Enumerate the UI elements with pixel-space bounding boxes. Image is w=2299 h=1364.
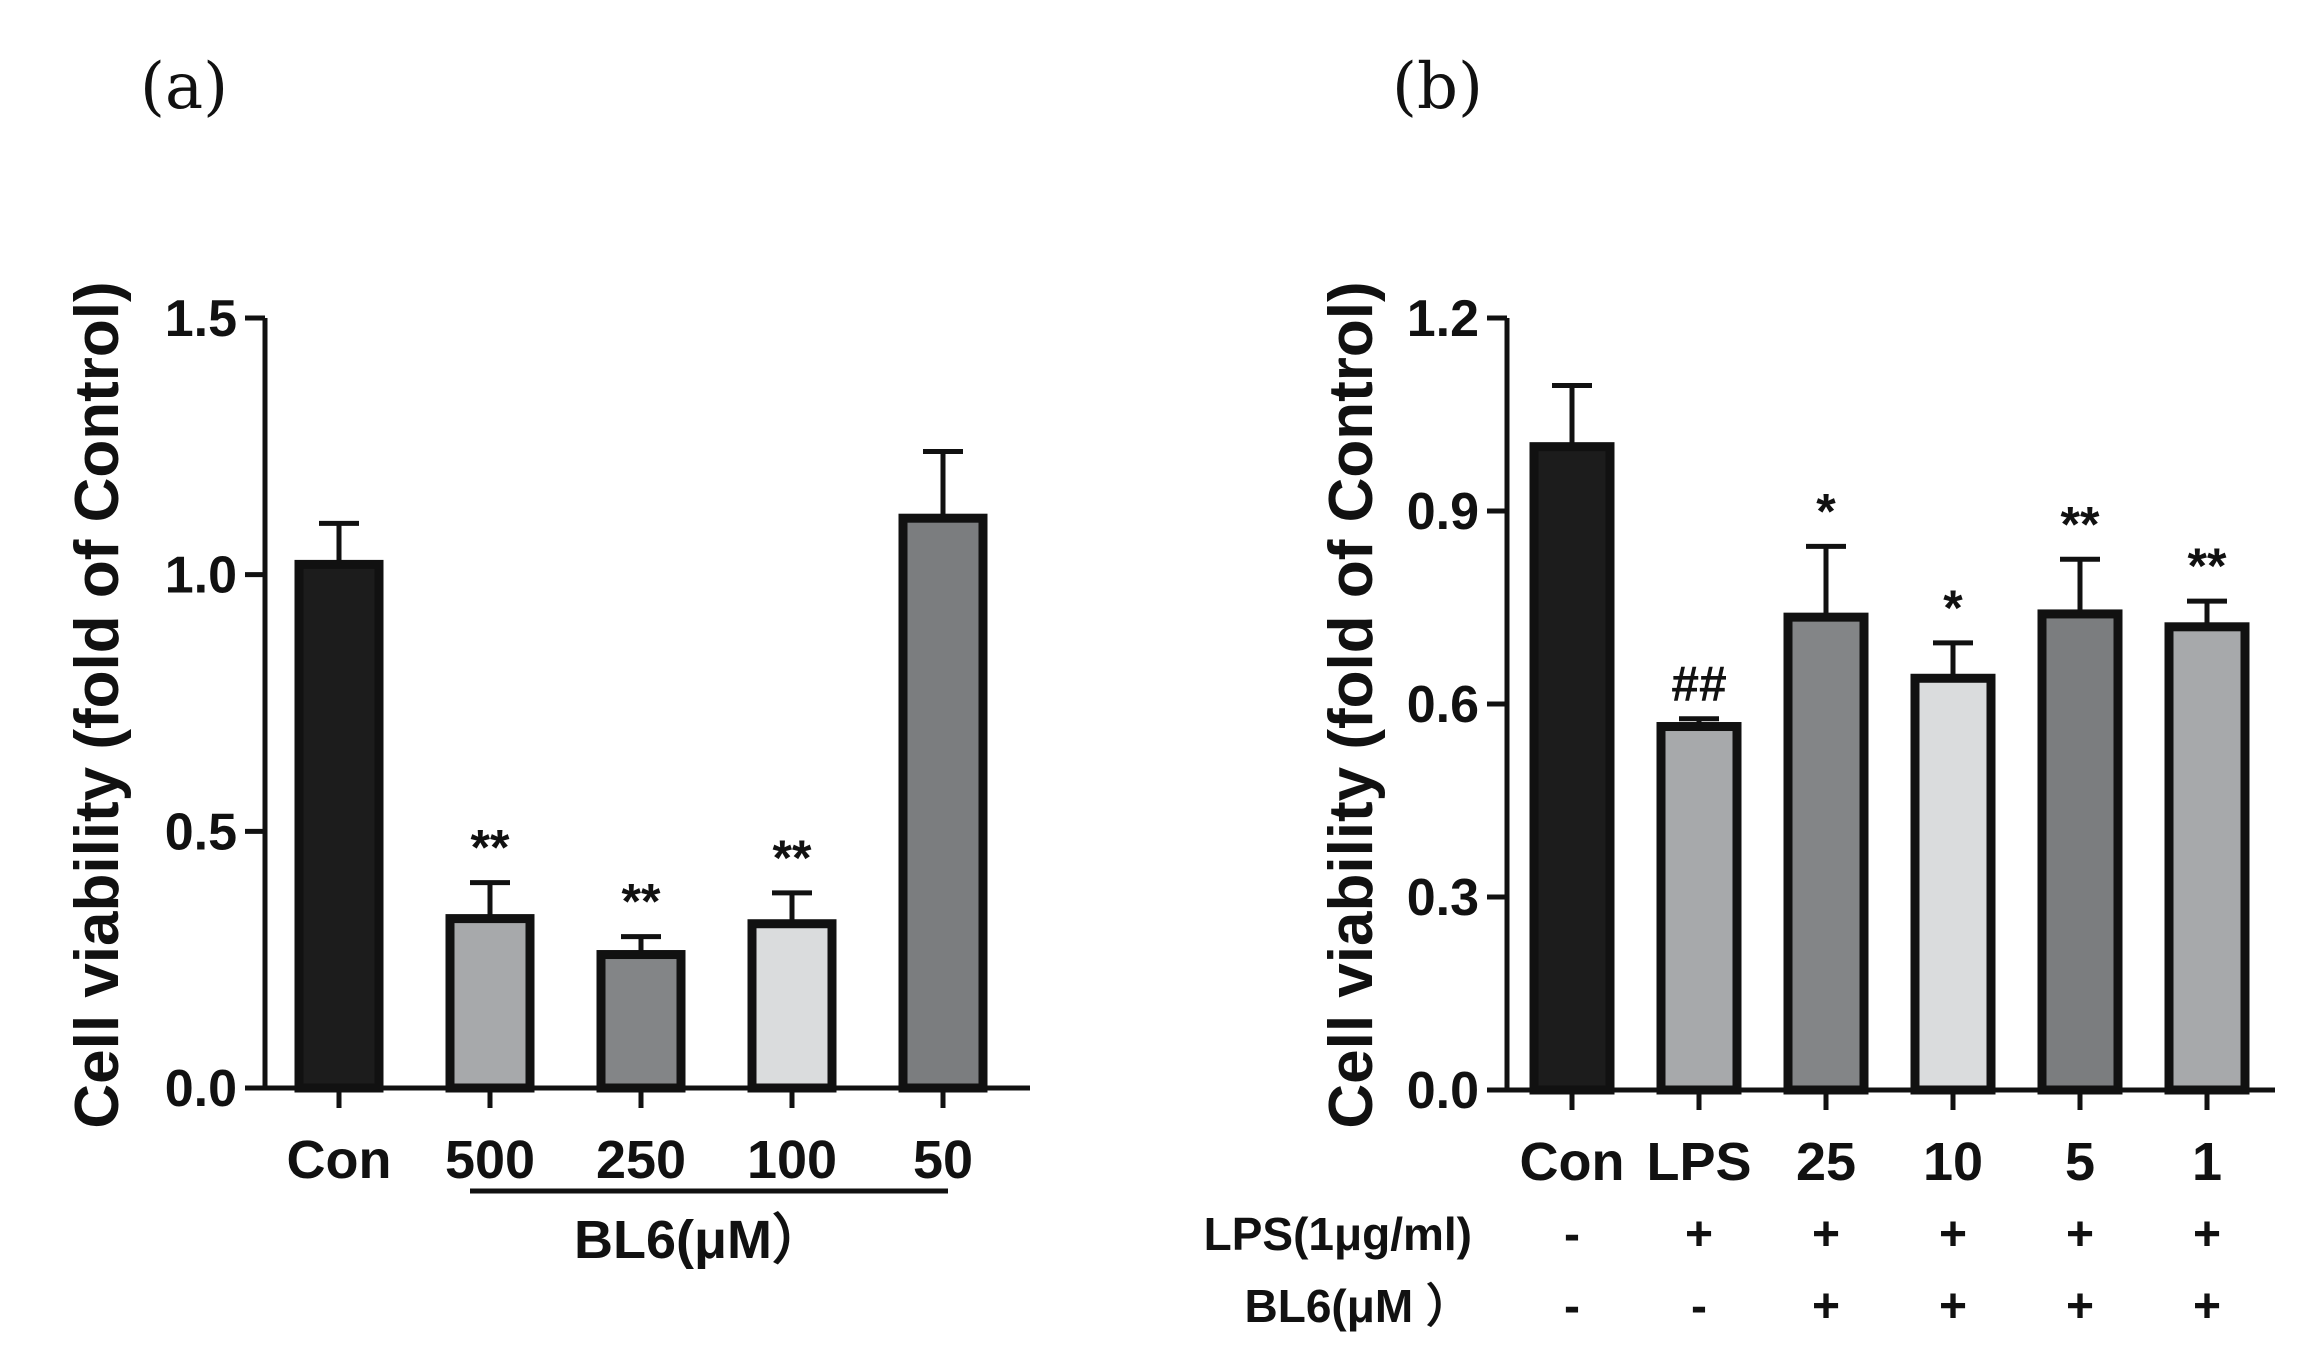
b-category-label: 10	[1923, 1132, 1983, 1192]
a-significance-label: **	[471, 820, 510, 876]
panel-a-category-labels: Con 500 250 100 50	[287, 1130, 974, 1190]
a-bar	[294, 559, 384, 1093]
b-treatment-symbol: +	[2066, 1280, 2094, 1333]
b-category-label: 1	[2192, 1132, 2222, 1192]
b-bar	[1910, 673, 1996, 1095]
b-treatment-symbol: +	[1939, 1208, 1967, 1261]
b-treatment-row-label: BL6(μM ）	[1245, 1280, 1472, 1332]
a-y-tick-label: 0.5	[165, 803, 237, 861]
b-treatment-symbol: +	[2193, 1280, 2221, 1333]
b-significance-label: **	[2061, 496, 2100, 552]
b-bar	[2164, 622, 2250, 1095]
b-treatment-symbol: +	[1939, 1280, 1967, 1333]
b-bar	[1529, 442, 1615, 1095]
panel-b-label: (b)	[1392, 50, 1483, 124]
b-significance-label: *	[1816, 483, 1836, 539]
b-bar	[1656, 722, 1742, 1095]
a-significance-label: **	[773, 830, 812, 886]
a-category-label: 250	[596, 1130, 686, 1190]
a-category-label: 100	[747, 1130, 837, 1190]
a-y-tick-label: 1.5	[165, 290, 237, 348]
a-category-label: 50	[913, 1130, 973, 1190]
b-treatment-symbol: +	[2193, 1208, 2221, 1261]
panel-a-bar-chart: (a) Cell viability (fold of Control) 0.0…	[63, 50, 1030, 1270]
b-bar	[2037, 609, 2123, 1095]
b-treatment-symbol: -	[1564, 1208, 1580, 1261]
b-treatment-row-label: LPS(1μg/ml)	[1204, 1208, 1472, 1260]
a-bar	[747, 919, 837, 1093]
panel-b-treatment-table: LPS(1μg/ml) - + + + + + BL6(μM ） - - + + + +	[1204, 1208, 2221, 1333]
a-significance-label: **	[622, 874, 661, 930]
panel-b-y-axis-label: Cell viability (fold of Control)	[1317, 281, 1386, 1128]
a-bar	[596, 950, 686, 1093]
b-treatment-symbol: +	[1812, 1208, 1840, 1261]
panel-b-category-labels: Con LPS 25 10 5 1	[1520, 1132, 2223, 1192]
b-y-tick-label: 1.2	[1407, 290, 1479, 348]
panel-b-bar-chart: (b) Cell viability (fold of Control) 0.0…	[1204, 50, 2275, 1333]
b-treatment-symbol: +	[1812, 1280, 1840, 1333]
b-bar	[1783, 612, 1869, 1095]
b-category-label: LPS	[1646, 1132, 1751, 1192]
a-y-tick-label: 1.0	[165, 547, 237, 605]
a-bar	[445, 914, 535, 1093]
panel-a-axes: 0.0 0.5 1.0 1.5	[165, 290, 1030, 1118]
b-treatment-symbol: -	[1691, 1280, 1707, 1333]
b-significance-label: *	[1943, 580, 1963, 636]
panel-a-y-axis-label: Cell viability (fold of Control)	[63, 281, 132, 1128]
b-category-label: 25	[1796, 1132, 1856, 1192]
b-significance-label: ##	[1671, 656, 1727, 712]
b-y-tick-label: 0.0	[1407, 1062, 1479, 1120]
a-category-label: Con	[287, 1130, 392, 1190]
panel-a-label: (a)	[140, 50, 228, 124]
a-bar	[898, 513, 988, 1093]
b-category-label: Con	[1520, 1132, 1625, 1192]
b-y-tick-label: 0.6	[1407, 676, 1479, 734]
b-treatment-symbol: +	[1685, 1208, 1713, 1261]
b-treatment-symbol: +	[2066, 1208, 2094, 1261]
panel-b-bars: ##******	[1529, 383, 2250, 1095]
b-y-tick-label: 0.9	[1407, 483, 1479, 541]
b-significance-label: **	[2188, 538, 2227, 594]
panel-a-bars: ** ** **	[294, 448, 988, 1093]
b-category-label: 5	[2065, 1132, 2095, 1192]
a-category-label: 500	[445, 1130, 535, 1190]
panel-a-x-axis-label: BL6(μM）	[574, 1210, 826, 1270]
a-y-tick-label: 0.0	[165, 1060, 237, 1118]
b-y-tick-label: 0.3	[1407, 869, 1479, 927]
b-treatment-symbol: -	[1564, 1280, 1580, 1333]
